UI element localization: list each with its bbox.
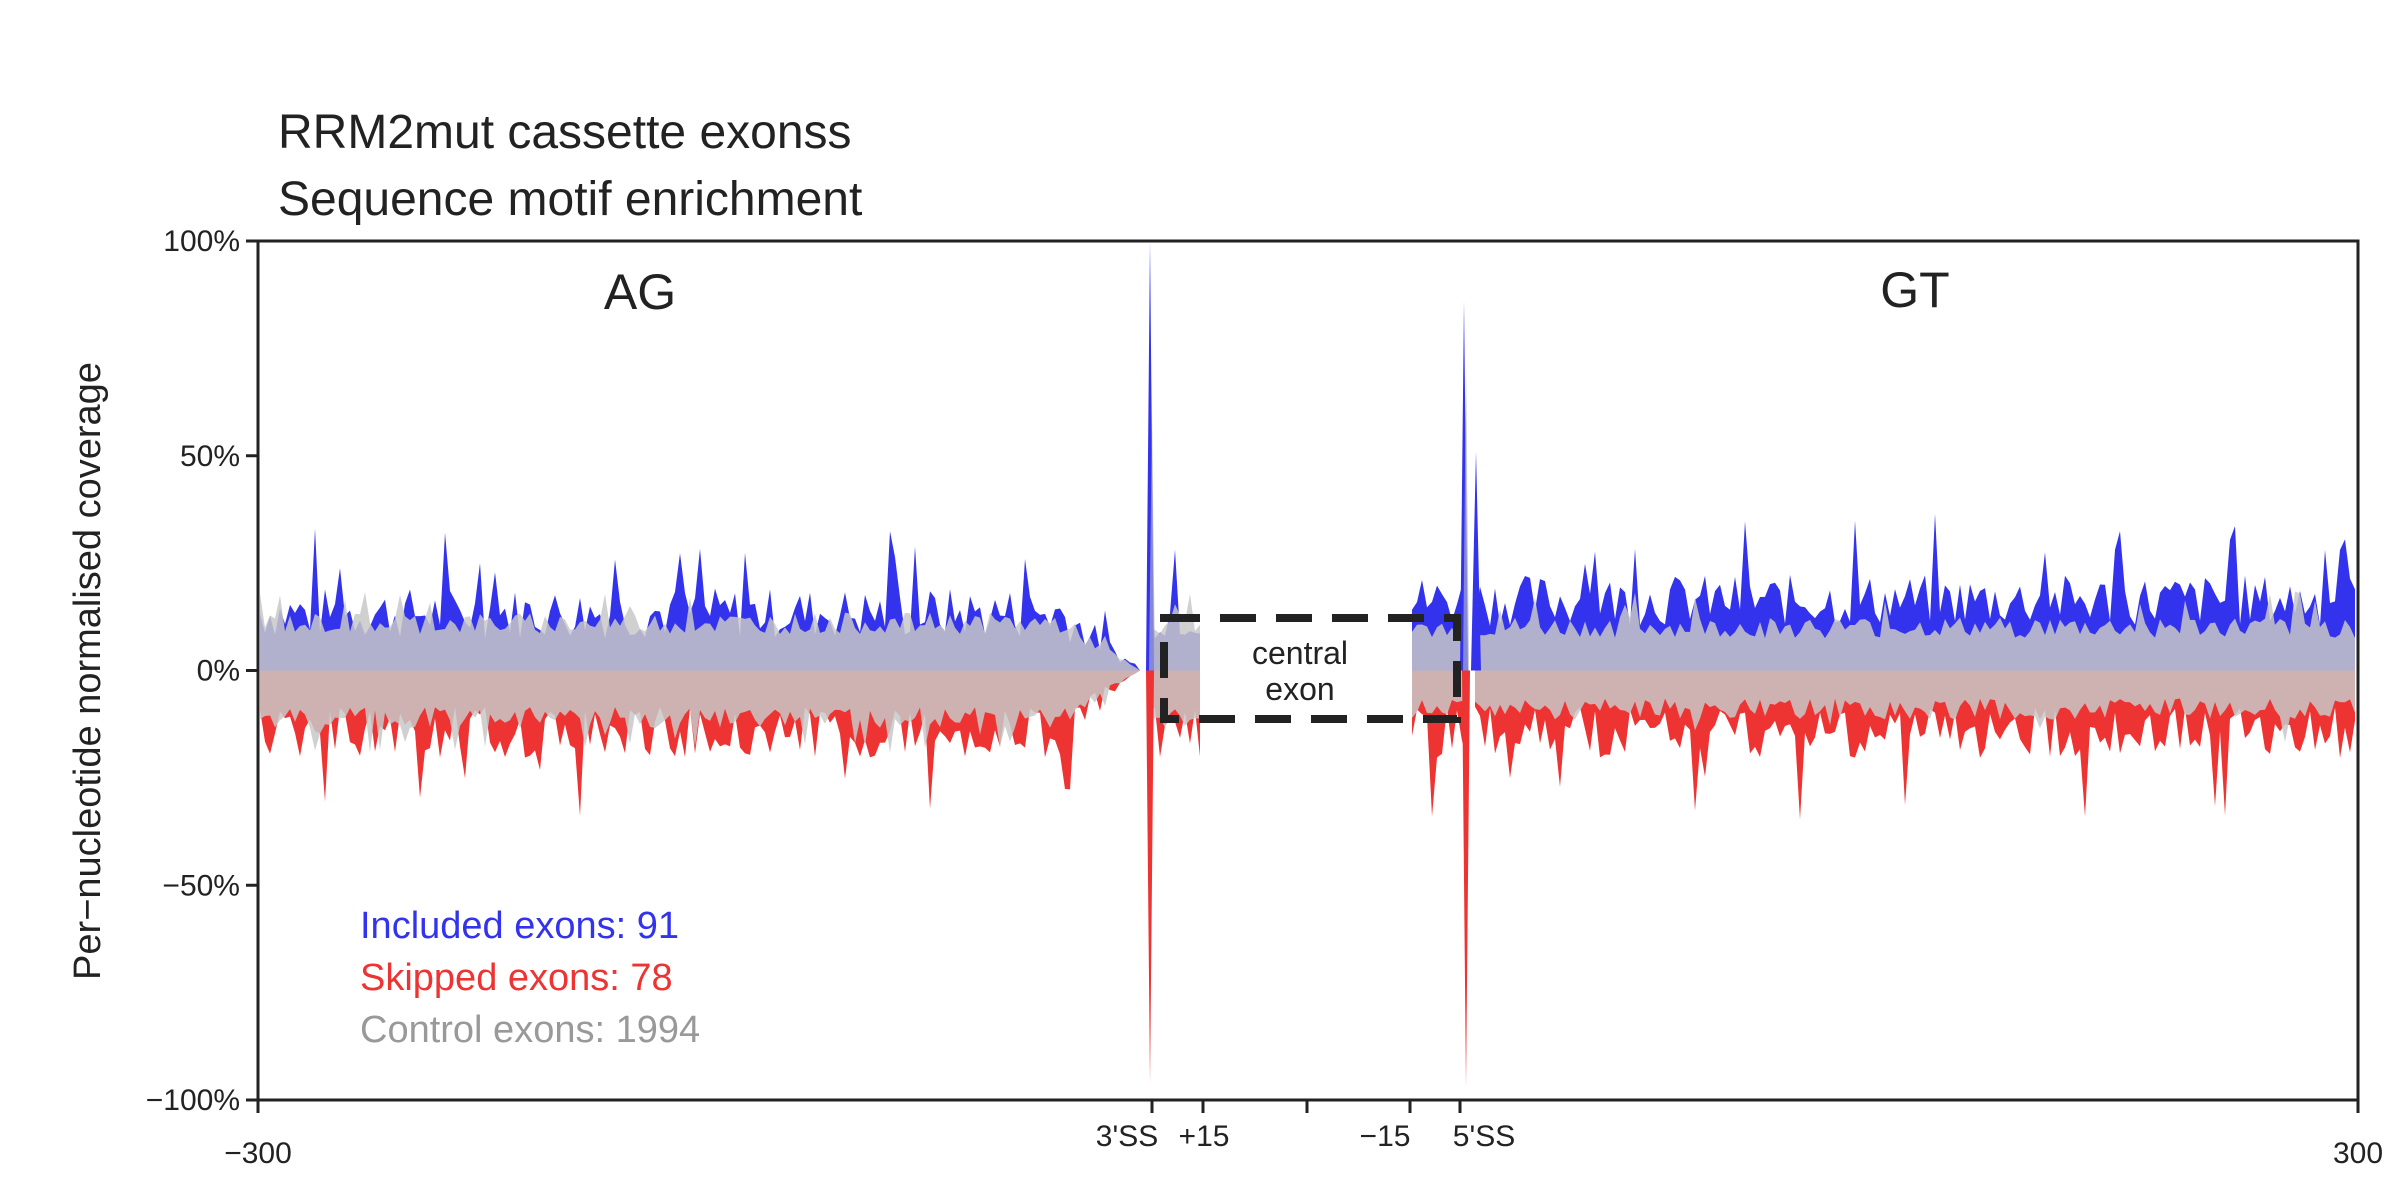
y-tick-label: 0% [197,655,240,688]
x-tick-label-minus15: −15 [1360,1120,1411,1153]
y-tick-label: 100% [163,225,240,258]
skipped-spike-5ss [1462,670,1470,1088]
x-tick-label-right: 300 [2333,1137,2383,1170]
x-tick-label-3ss: 3'SS [1096,1120,1158,1153]
chart-subtitle: Sequence motif enrichment [278,173,862,226]
mixed-spike-5ss [1463,369,1469,671]
central-exon-label-line1: central [1252,635,1348,671]
y-axis-ticks: 100% 50% 0% −50% −100% [146,225,258,1117]
motif-label-downstream: GT [1880,262,1949,318]
y-tick-label: −100% [146,1084,240,1117]
chart-title: RRM2mut cassette exonss [278,106,852,159]
legend-skipped: Skipped exons: 78 [360,957,673,999]
y-tick-label: −50% [162,869,240,902]
legend: Included exons: 91 Skipped exons: 78 Con… [360,905,700,1051]
control-area-pos-0 [260,592,1140,671]
control-area-neg-3 [1475,670,2355,743]
skipped-spike-3ss [1146,670,1154,1083]
motif-label-upstream: AG [604,264,676,320]
x-tick-label-left: −300 [224,1137,292,1170]
x-tick-label-5ss: 5'SS [1453,1120,1515,1153]
central-exon-box [1160,614,1461,723]
mixed-spike-3ss [1149,412,1155,671]
y-axis-label: Per−nucleotide normalised coverage [67,362,109,980]
x-axis-ticks: −300 3'SS +15 −15 5'SS 300 [224,1100,2383,1170]
central-exon-label-line2: exon [1265,671,1334,707]
x-tick-label-plus15: +15 [1179,1120,1230,1153]
control-area-pos-1 [1150,593,1200,671]
legend-included: Included exons: 91 [360,905,679,947]
control-area-neg-0 [260,670,1140,754]
y-tick-label: 50% [180,440,240,473]
legend-control: Control exons: 1994 [360,1009,700,1051]
included-spike-5ss-secondary [1471,451,1481,671]
control-area-pos-3 [1475,591,2355,671]
